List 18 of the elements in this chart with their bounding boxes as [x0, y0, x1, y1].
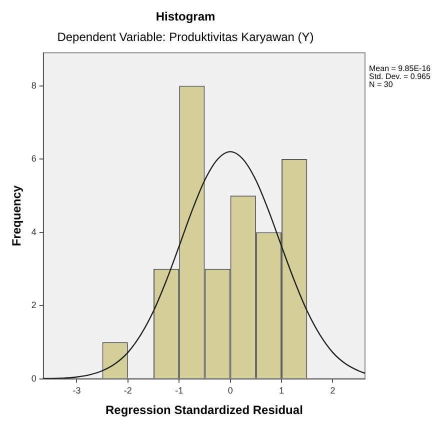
x-tick-label: -3: [72, 386, 81, 396]
chart-title: Histogram: [156, 10, 216, 24]
y-axis-title: Frequency: [10, 185, 24, 246]
y-tick-label: 2: [31, 300, 36, 310]
x-tick-label: 0: [228, 386, 233, 396]
x-axis-title: Regression Standardized Residual: [106, 403, 303, 418]
text: N = 30: [369, 80, 394, 90]
x-tick-label: -2: [124, 386, 132, 396]
y-tick-label: 8: [31, 80, 36, 90]
x-tick-label: 2: [330, 386, 336, 396]
y-tick-label: 6: [31, 154, 36, 164]
y-tick-label: 4: [31, 226, 36, 237]
x-tick-label: 1: [279, 386, 284, 396]
chart-subtitle: Dependent Variable: Produktivitas Karyawan (Y): [57, 30, 314, 44]
x-tick-label: -1: [175, 386, 184, 396]
text: Std. Dev. = 0.965: [369, 72, 431, 82]
text: Mean = 9.85E-16: [369, 64, 432, 74]
y-tick-label: 0: [31, 373, 36, 384]
